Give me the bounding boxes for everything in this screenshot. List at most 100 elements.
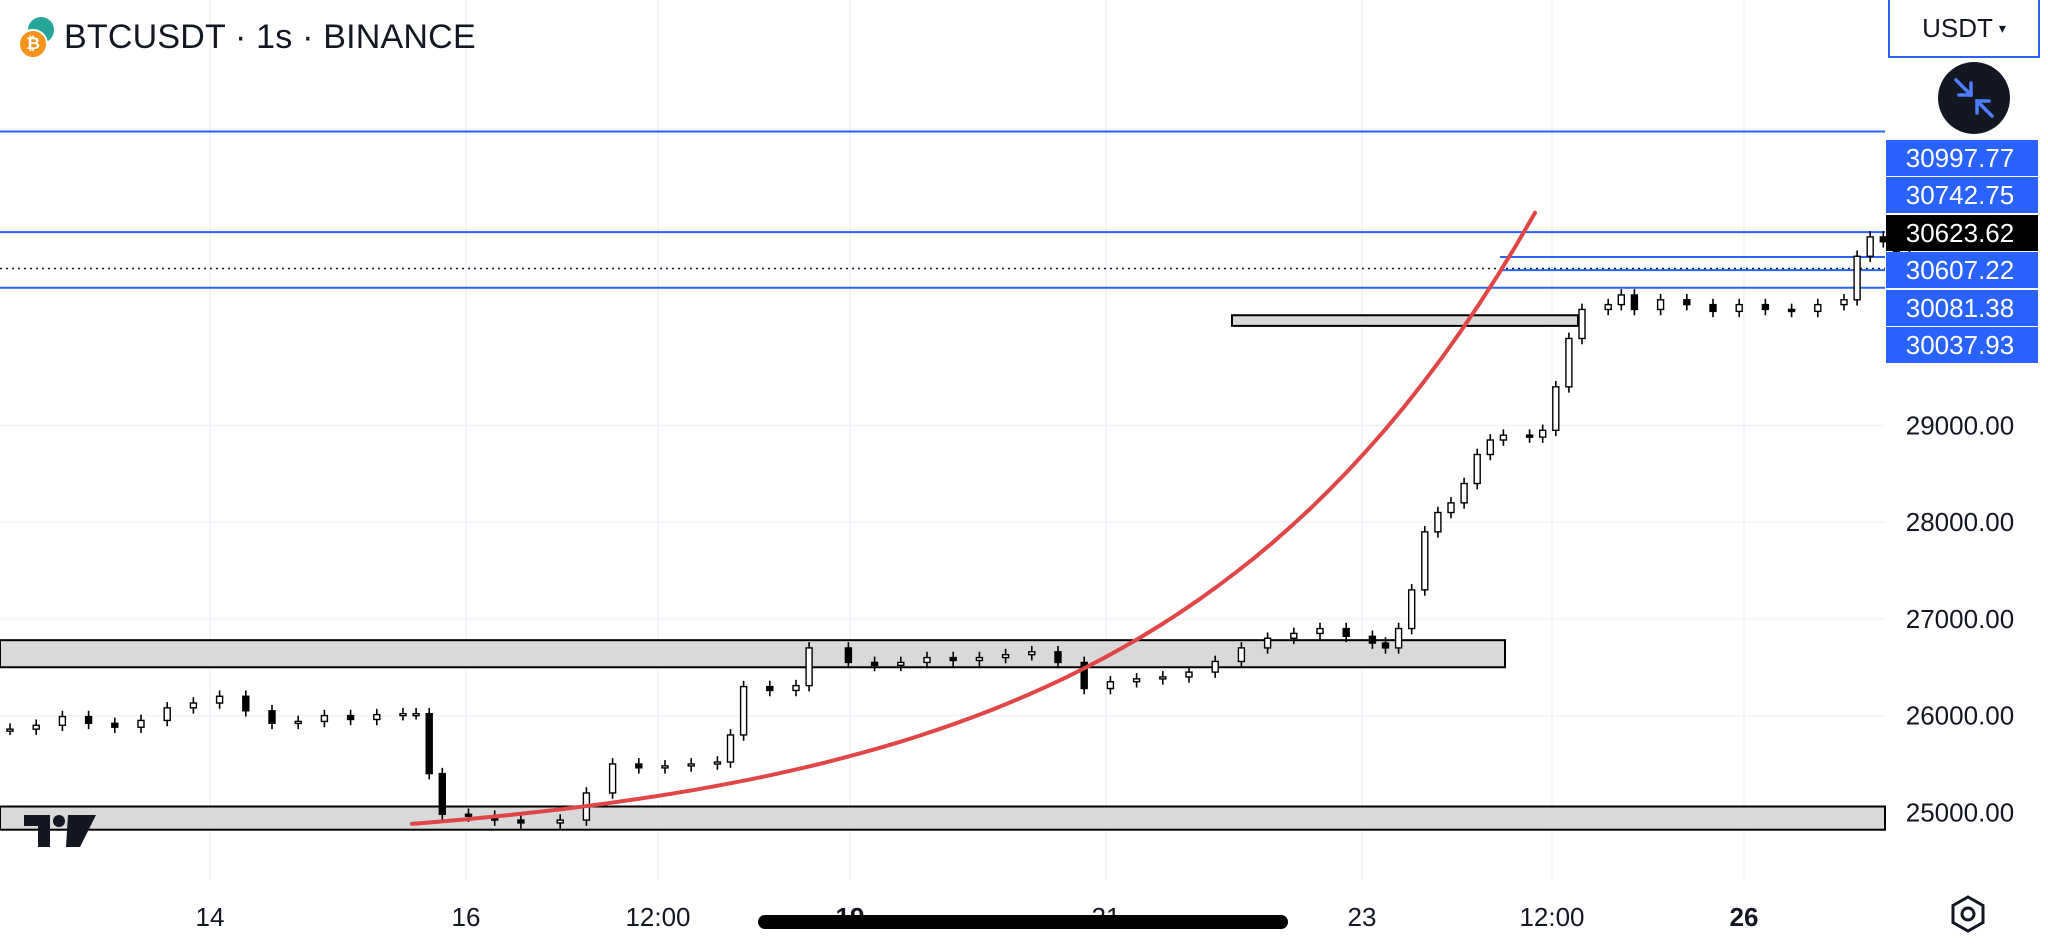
- price-zone[interactable]: [0, 639, 1506, 669]
- candle-body: [1473, 453, 1481, 485]
- price-tag-label: 30607.22: [1906, 255, 2014, 285]
- price-tag-label: 30997.77: [1906, 143, 2014, 173]
- candle-body: [268, 710, 276, 725]
- candle-body: [792, 684, 800, 692]
- candle-body: [242, 695, 250, 712]
- candle-body: [1394, 627, 1403, 649]
- candle-body: [1866, 236, 1874, 257]
- trend-curve[interactable]: [410, 210, 1537, 826]
- candle-body: [897, 661, 905, 667]
- candle-body: [1761, 303, 1770, 311]
- candle-body: [1709, 303, 1717, 313]
- settings-button[interactable]: [1948, 894, 1988, 934]
- price-tag[interactable]: [1886, 327, 2038, 363]
- candle-body: [1486, 439, 1495, 456]
- y-tick-label: 26000.00: [1906, 701, 2014, 731]
- candle-body: [923, 656, 931, 664]
- symbol-title[interactable]: BTCUSDT · 1s · BINANCE: [64, 17, 476, 56]
- scroll-handle[interactable]: [758, 915, 1288, 929]
- candle-body: [1132, 678, 1141, 683]
- currency-label: USDT: [1922, 12, 1993, 43]
- tradingview-logo: [24, 815, 96, 856]
- candle-body: [1499, 434, 1508, 441]
- candle-body: [1316, 627, 1324, 635]
- candle-body: [608, 763, 617, 794]
- candle-body: [1853, 255, 1861, 301]
- candle-body: [766, 685, 774, 692]
- price-tag[interactable]: [1886, 290, 2038, 326]
- candle-body: [215, 695, 224, 704]
- candle-body: [1604, 303, 1612, 311]
- x-tick-label: 23: [1348, 902, 1377, 932]
- candle-body: [346, 714, 355, 721]
- candle-body: [1683, 299, 1691, 306]
- candle-body: [1735, 303, 1743, 313]
- candle-body: [32, 724, 40, 730]
- last-price-tag[interactable]: [1886, 215, 2038, 251]
- collapse-button[interactable]: [1938, 60, 2048, 172]
- candle-body: [870, 661, 879, 667]
- x-tick-label: 12:00: [1519, 902, 1584, 932]
- price-tag[interactable]: [1886, 140, 2038, 176]
- candle-body: [687, 763, 695, 767]
- candle-body: [1552, 386, 1560, 432]
- candle-body: [975, 656, 984, 662]
- x-tick-label: 12:00: [625, 902, 690, 932]
- bitcoin-icon: ₿: [18, 29, 48, 59]
- chart-header: ₿ BTCUSDT · 1s · BINANCE: [18, 12, 476, 62]
- price-tag[interactable]: [1886, 177, 2038, 213]
- candle-body: [1001, 653, 1010, 659]
- price-tag-label: 30081.38: [1906, 293, 2014, 323]
- candle-body: [1538, 429, 1547, 438]
- candle-body: [1237, 647, 1246, 663]
- candle-body: [1054, 651, 1062, 664]
- candle-body: [1630, 294, 1639, 311]
- candle-body: [320, 714, 329, 723]
- y-tick-label: 29000.00: [1906, 410, 2014, 440]
- candle-body: [1290, 632, 1298, 639]
- currency-selector[interactable]: USDT ▾: [1888, 0, 2040, 58]
- price-tag-label: 30742.75: [1906, 180, 2014, 210]
- price-tag[interactable]: [1886, 252, 2038, 288]
- candle-body: [1814, 303, 1822, 313]
- collapse-arrows-icon: [1938, 62, 2010, 134]
- candle-body: [1159, 676, 1167, 680]
- candle-body: [949, 656, 957, 662]
- candle-body: [1368, 635, 1377, 644]
- candle-body: [1447, 502, 1455, 514]
- candle-body: [399, 712, 407, 717]
- last-price-label: 30623.62: [1906, 218, 2014, 248]
- candle-body: [844, 647, 853, 664]
- candle-body: [517, 819, 525, 824]
- candle-body: [58, 715, 67, 726]
- candle-body: [438, 772, 446, 815]
- candle-body: [1381, 642, 1390, 649]
- candle-body: [1565, 337, 1573, 388]
- candle-body: [425, 712, 433, 775]
- y-tick-label: 25000.00: [1906, 797, 2014, 827]
- candle-body: [189, 702, 198, 709]
- candle-body: [556, 819, 564, 824]
- candle-body: [1263, 637, 1272, 649]
- price-tag-label: 30037.93: [1906, 330, 2014, 360]
- candle-body: [1080, 661, 1088, 690]
- candle-body: [1656, 299, 1665, 311]
- candle-body: [1434, 511, 1442, 533]
- candle-body: [1421, 531, 1429, 591]
- candle-body: [739, 685, 748, 736]
- candle-body: [1407, 589, 1416, 630]
- gear-icon: [1951, 895, 1985, 933]
- candle-body: [1342, 627, 1350, 638]
- candle-body: [137, 719, 145, 728]
- price-zone[interactable]: [0, 805, 1886, 831]
- price-zone[interactable]: [1231, 314, 1579, 327]
- candle-body: [1879, 236, 1888, 243]
- candle-body: [6, 728, 14, 732]
- candle-body: [294, 720, 302, 725]
- candle-body: [111, 722, 119, 728]
- candle-body: [1578, 308, 1586, 340]
- x-tick-label: 26: [1730, 902, 1759, 932]
- chevron-down-icon: ▾: [1998, 19, 2006, 36]
- candle-body: [163, 707, 171, 722]
